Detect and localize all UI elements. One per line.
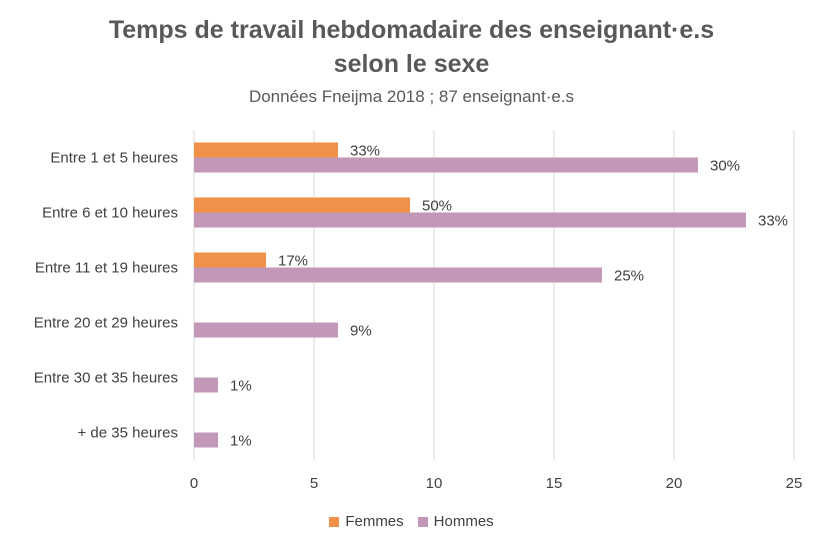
bar-hommes — [194, 377, 218, 393]
data-label-hommes: 1% — [230, 378, 252, 395]
chart-subtitle: Données Fneijma 2018 ; 87 enseignant·e.s — [248, 87, 575, 106]
bar-hommes — [194, 322, 338, 338]
bar-femmes — [194, 197, 410, 213]
data-label-femmes: 50% — [422, 198, 452, 215]
legend-item-hommes: Hommes — [417, 513, 494, 530]
data-label-hommes: 1% — [230, 433, 252, 450]
legend-swatch-hommes — [417, 516, 428, 527]
x-tick-label: 15 — [546, 475, 563, 492]
data-label-hommes: 25% — [614, 268, 644, 285]
chart-title-line2: selon le sexe — [333, 50, 490, 78]
x-tick-label: 10 — [426, 475, 443, 492]
category-label: + de 35 heures — [78, 425, 179, 442]
legend-label-femmes: Femmes — [345, 513, 404, 530]
data-label-hommes: 33% — [758, 213, 788, 230]
chart-title-line1: Temps de travail hebdomadaire des enseig… — [108, 16, 715, 44]
legend-swatch-femmes — [329, 516, 340, 527]
bar-hommes — [194, 157, 698, 173]
data-label-hommes: 30% — [710, 158, 740, 175]
category-label: Entre 6 et 10 heures — [42, 205, 178, 222]
data-label-hommes: 9% — [350, 323, 372, 340]
legend-item-femmes: Femmes — [329, 513, 404, 530]
category-label: Entre 11 et 19 heures — [35, 260, 178, 277]
category-label: Entre 30 et 35 heures — [34, 370, 178, 387]
category-label: Entre 1 et 5 heures — [50, 150, 178, 167]
data-label-femmes: 17% — [278, 253, 308, 270]
x-tick-label: 5 — [310, 475, 318, 492]
data-label-femmes: 33% — [350, 143, 380, 160]
chart-legend: Femmes Hommes — [0, 513, 823, 530]
x-tick-label: 0 — [190, 475, 198, 492]
bar-hommes — [194, 267, 602, 283]
x-tick-label: 25 — [786, 475, 803, 492]
bar-hommes — [194, 212, 746, 228]
bar-femmes — [194, 142, 338, 158]
category-label: Entre 20 et 29 heures — [34, 315, 178, 332]
bar-femmes — [194, 252, 266, 268]
legend-label-hommes: Hommes — [433, 513, 494, 530]
bar-hommes — [194, 432, 218, 448]
x-tick-label: 20 — [666, 475, 683, 492]
